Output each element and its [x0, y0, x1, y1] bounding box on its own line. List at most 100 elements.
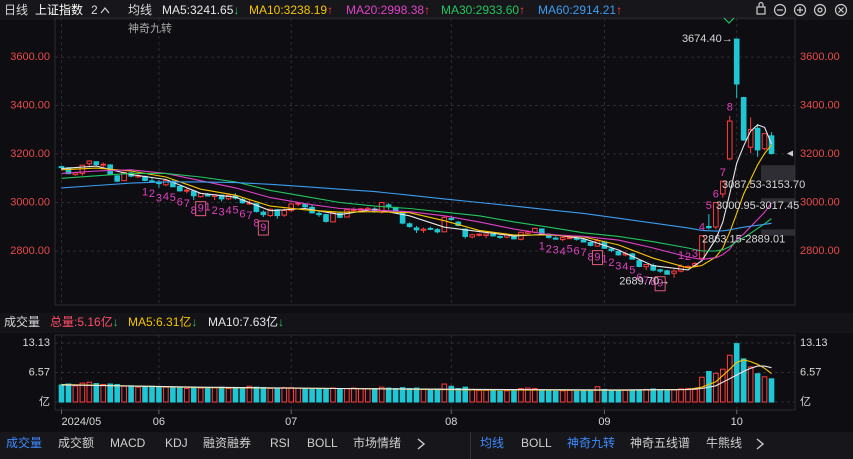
volume-bar [629, 389, 636, 403]
last-price-pointer [787, 150, 793, 157]
x-tick-label: 09 [598, 416, 610, 428]
tab[interactable]: BOLL [521, 436, 552, 450]
nine-count: 2 [608, 257, 614, 269]
period[interactable]: 日线 [4, 3, 28, 17]
volume-bar [344, 388, 350, 403]
volume-bar [246, 385, 253, 403]
x-tick-label: 06 [153, 416, 165, 428]
ma-line [61, 144, 772, 269]
y-tick-label: 3000.00 [10, 196, 50, 208]
volume-bar [740, 358, 747, 403]
tab[interactable]: 成交额 [58, 435, 94, 450]
tab[interactable]: KDJ [165, 436, 188, 450]
tab[interactable]: BOLL [307, 436, 338, 450]
legend-label: MA60:2914.21 [538, 3, 616, 17]
volume-bar [170, 387, 176, 403]
y-tick-label: 亿 [39, 395, 50, 408]
lock-icon[interactable] [756, 6, 766, 15]
volume-bar [163, 386, 169, 403]
nine-count: 4 [699, 222, 705, 234]
nine-count: 2 [546, 244, 552, 256]
volume-bar [733, 343, 740, 403]
legend-item: MA20:2998.38↑ [346, 3, 430, 17]
volume-bar [197, 387, 204, 403]
ma-title: 均线 [128, 3, 152, 17]
tab[interactable]: 融资融券 [203, 435, 251, 450]
y-tick-label-right: 3000.00 [800, 196, 840, 208]
volume-bar [545, 390, 552, 403]
nine-count: 9 [594, 252, 600, 264]
volume-bar [490, 390, 496, 403]
volume-bar [337, 388, 343, 403]
volume-bar [532, 388, 538, 403]
volume-bar [615, 390, 622, 403]
tab-more-right[interactable] [756, 438, 765, 450]
candle-body [190, 190, 197, 197]
legend-label: 总量:5.16亿 [50, 314, 113, 329]
nine-count: 9 [198, 203, 204, 215]
tab[interactable]: 牛熊线 [706, 435, 742, 450]
tab[interactable]: RSI [270, 436, 290, 450]
count[interactable]: 2 [91, 3, 98, 17]
tab[interactable]: 市场情绪 [353, 435, 401, 450]
nine-count: 9 [657, 278, 663, 290]
legend-trend: ↑ [424, 3, 430, 17]
nine-count: 5 [170, 192, 176, 204]
volume-bar [643, 388, 650, 403]
nine-count: 4 [163, 191, 169, 203]
nine-count: 6 [177, 196, 183, 208]
candle-body [204, 194, 211, 197]
tab[interactable]: 成交量 [6, 435, 42, 450]
candle-body [719, 180, 726, 195]
candle-body [295, 202, 301, 205]
nine-count: 6 [574, 245, 580, 257]
candle-body [545, 235, 552, 238]
candle-body [93, 161, 100, 165]
volume-bar [685, 388, 691, 403]
candle-body [420, 228, 427, 231]
tab[interactable]: 均线 [480, 436, 504, 450]
volume-bar [636, 389, 643, 403]
volume-bar [552, 390, 559, 403]
candle-body [636, 260, 643, 267]
close-icon[interactable] [834, 3, 848, 17]
legend-item: MA60:2914.21↑ [538, 3, 622, 17]
collapse-icon[interactable] [100, 7, 110, 14]
nine-count: 3 [553, 245, 559, 257]
legend-item: 总量:5.16亿↓ [50, 314, 119, 329]
volume-bar [573, 390, 580, 403]
plus-icon[interactable] [793, 3, 807, 17]
nine-count: 5 [706, 200, 712, 212]
symbol[interactable]: 上证指数 [35, 2, 83, 17]
tab[interactable]: 神奇九转 [567, 435, 615, 450]
tab[interactable]: 神奇五线谱 [630, 436, 690, 450]
y-tick-label: 3600.00 [10, 51, 50, 63]
candle-body [726, 120, 733, 160]
volume-bar [768, 378, 775, 403]
y-tick-label: 6.57 [29, 366, 50, 378]
candle-body [733, 38, 740, 85]
candle-body [72, 172, 79, 176]
nine-count: 3 [156, 193, 162, 205]
nine-count: 4 [560, 246, 566, 258]
price-annotation: 3674.40→ [682, 33, 733, 45]
candle-body [608, 248, 615, 251]
candle-body [706, 225, 712, 229]
nine-box [591, 250, 603, 266]
minus-icon[interactable] [773, 3, 787, 17]
volume-bar [406, 388, 413, 403]
nine-count: 2 [149, 188, 155, 200]
tab[interactable]: MACD [110, 436, 146, 450]
settings-icon[interactable] [813, 3, 827, 17]
nine-count: 7 [184, 198, 190, 210]
nine-count: 7 [246, 210, 252, 222]
volume-bar [601, 388, 608, 403]
y-tick-label: 2800.00 [10, 245, 50, 257]
gap-label: 3087.53-3153.70 [722, 179, 805, 191]
price-annotation: 2689.70→ [619, 276, 670, 288]
tab-more-left[interactable] [417, 438, 426, 450]
candle-body [566, 237, 573, 240]
candle-body [462, 228, 469, 237]
nine-count: 4 [622, 261, 628, 273]
